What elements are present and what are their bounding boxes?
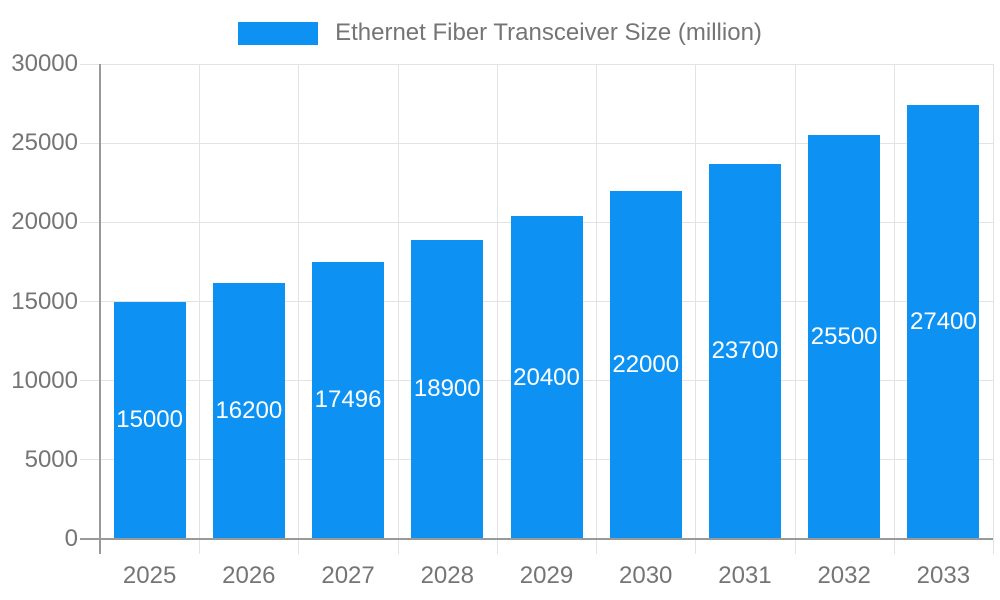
y-axis-tick-label: 20000 (11, 208, 78, 236)
x-gridline (993, 64, 994, 554)
legend[interactable]: Ethernet Fiber Transceiver Size (million… (0, 20, 1000, 46)
legend-swatch (238, 21, 319, 45)
bar-2031[interactable] (708, 163, 781, 539)
x-gridline (496, 64, 498, 554)
x-axis-tick-label: 2026 (222, 562, 276, 589)
bar-value-label: 22000 (612, 350, 680, 378)
x-axis-tick-label: 2031 (718, 562, 772, 589)
bar-2033[interactable] (907, 105, 980, 539)
bar-value-label: 18900 (413, 375, 481, 403)
x-gridline (397, 64, 399, 554)
bar-2032[interactable] (808, 135, 881, 539)
y-axis-tick-label: 10000 (11, 366, 78, 394)
bar-value-label: 23700 (711, 337, 779, 365)
bar-value-label: 27400 (910, 308, 977, 336)
y-axis-line (99, 64, 101, 554)
x-gridline (596, 64, 598, 554)
x-axis-tick-label: 2033 (916, 562, 971, 589)
x-axis-line (80, 538, 993, 540)
bar-value-label: 20400 (513, 363, 580, 391)
bar-2029[interactable] (510, 216, 583, 539)
y-gridline (80, 142, 993, 144)
bar-value-label: 17496 (314, 386, 382, 414)
x-gridline (794, 64, 796, 554)
y-axis-tick-label: 25000 (11, 129, 78, 157)
y-axis-tick-label: 15000 (11, 287, 78, 315)
x-gridline (298, 64, 300, 554)
x-axis-tick-label: 2027 (321, 562, 375, 589)
bar-2025[interactable] (113, 301, 186, 539)
bar-2028[interactable] (411, 239, 484, 539)
bar-value-label: 16200 (215, 396, 283, 424)
bar-2027[interactable] (312, 261, 385, 539)
x-gridline (695, 64, 697, 554)
y-axis-tick-label: 0 (64, 525, 78, 552)
y-gridline (80, 63, 993, 65)
x-gridline (893, 64, 895, 554)
y-axis-tick-label: 30000 (11, 50, 78, 77)
x-axis-tick-label: 2032 (817, 562, 871, 589)
x-axis-tick-label: 2030 (619, 562, 673, 589)
x-axis-tick-label: 2029 (519, 562, 574, 589)
bar-2030[interactable] (609, 190, 682, 539)
x-axis-tick-label: 2028 (420, 562, 474, 589)
y-axis-tick-label: 5000 (24, 445, 78, 473)
x-axis-tick-label: 2025 (122, 562, 177, 589)
bar-value-label: 15000 (116, 406, 183, 434)
bar-value-label: 25500 (810, 323, 878, 351)
legend-label: Ethernet Fiber Transceiver Size (million… (335, 19, 762, 46)
bar-2026[interactable] (212, 282, 285, 539)
x-gridline (199, 64, 201, 554)
